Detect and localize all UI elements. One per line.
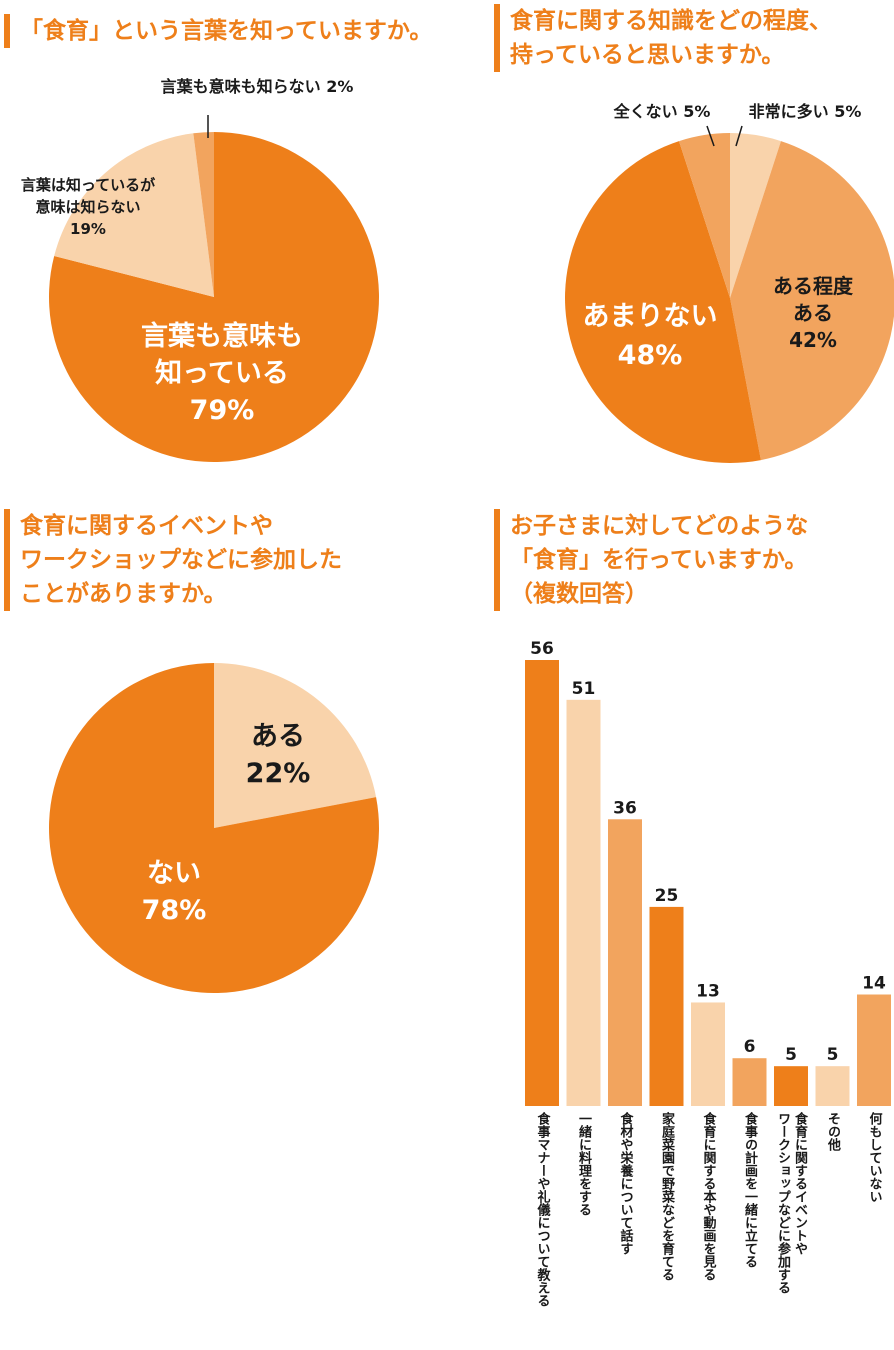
- pie1-label-secondary: 言葉は知っているが: [21, 176, 156, 194]
- bar: [649, 906, 684, 1106]
- q3-title: 食育に関するイベントや ワークショップなどに参加した ことがありますか。: [4, 509, 342, 611]
- pie2-leader-line: [706, 125, 715, 147]
- bar-category-label: 食育に関するイベントや ワークショップなどに参加する: [775, 1112, 807, 1294]
- bar: [815, 1066, 850, 1106]
- bar-category-label: 食事の計画を一緒に立てる: [742, 1112, 757, 1268]
- q2-title-line: 食育に関する知識をどの程度、: [510, 8, 832, 34]
- pie-slice: [54, 133, 214, 297]
- pie2-label-main: あまりない: [583, 301, 718, 332]
- bar-category-label: 一緒に料理をする: [576, 1112, 591, 1216]
- bar: [691, 1002, 725, 1106]
- bar: [566, 699, 601, 1106]
- pie-slice: [48, 663, 380, 993]
- pie-slice: [730, 133, 781, 298]
- pie-slice: [730, 141, 894, 461]
- pie1-label-main: 79%: [190, 395, 255, 426]
- bar: [857, 994, 891, 1106]
- q3-title-line: ことがありますか。: [20, 581, 227, 607]
- pie-slice: [214, 663, 377, 828]
- q4-title-line: 「食育」を行っていますか。: [510, 547, 808, 573]
- bar-value-label: 51: [572, 679, 596, 699]
- q4-title-line: （複数回答）: [510, 581, 648, 607]
- bar-category-label: 家庭菜園で野菜などを育てる: [659, 1112, 674, 1281]
- bar-value-label: 13: [696, 981, 720, 1001]
- pie3-label-yes: ある: [251, 721, 305, 752]
- bar-category-label: 食材や栄養について話す: [617, 1112, 633, 1255]
- bar: [774, 1066, 808, 1106]
- bar: [608, 819, 642, 1106]
- q4-title-line: お子さまに対してどのような: [510, 513, 809, 539]
- pie1-label-main: 言葉も意味も: [141, 320, 303, 352]
- bar-category-label: 何もしていない: [866, 1112, 882, 1203]
- pie2-label-mid: ある程度: [773, 274, 854, 298]
- bar: [525, 660, 559, 1106]
- bar-value-label: 6: [744, 1037, 756, 1057]
- q3-title-line: ワークショップなどに参加した: [20, 547, 342, 573]
- pie2-label-mid: 42%: [789, 328, 837, 352]
- pie2-label-small-left: 全くない 5%: [613, 102, 711, 121]
- q1-title-line: 「食育」という言葉を知っていますか。: [20, 18, 433, 44]
- bar-value-label: 5: [827, 1045, 839, 1065]
- bar-category-label: 食事マナーや礼儀について教える: [534, 1112, 550, 1307]
- pie2-label-mid: ある: [793, 301, 833, 325]
- q3-title-line: 食育に関するイベントや: [20, 513, 273, 539]
- bar-value-label: 25: [655, 886, 679, 906]
- q2-title-line: 持っていると思いますか。: [510, 42, 785, 68]
- pie-slice: [193, 132, 214, 297]
- q1-title: 「食育」という言葉を知っていますか。: [4, 14, 432, 48]
- pie-slice: [565, 141, 761, 463]
- bar: [732, 1058, 767, 1106]
- pie3-label-no: 78%: [142, 895, 207, 926]
- bar-value-label: 14: [862, 974, 886, 994]
- bar-value-label: 56: [530, 639, 554, 659]
- pie1-label-main: 知っている: [155, 358, 289, 389]
- pie3-label-yes: 22%: [246, 758, 311, 789]
- bar-value-label: 36: [613, 798, 637, 818]
- pie1-label-small: 言葉も意味も知らない 2%: [161, 77, 354, 96]
- q2-title: 食育に関する知識をどの程度、 持っていると思いますか。: [494, 4, 832, 72]
- bar-category-label: 食育に関する本や動画を見る: [700, 1112, 716, 1281]
- pie2-leader-line: [735, 125, 743, 147]
- pie1-label-secondary: 19%: [70, 220, 106, 238]
- bar-category-label: その他: [825, 1112, 840, 1151]
- pie-slice: [679, 133, 730, 298]
- bar-value-label: 5: [785, 1045, 797, 1065]
- pie3-label-no: ない: [147, 858, 201, 889]
- pie2-label-small-right: 非常に多い 5%: [749, 102, 862, 121]
- pie1-label-secondary: 意味は知らない: [35, 198, 140, 216]
- q4-title: お子さまに対してどのような 「食育」を行っていますか。 （複数回答）: [494, 509, 808, 611]
- pie2-label-main: 48%: [618, 340, 683, 371]
